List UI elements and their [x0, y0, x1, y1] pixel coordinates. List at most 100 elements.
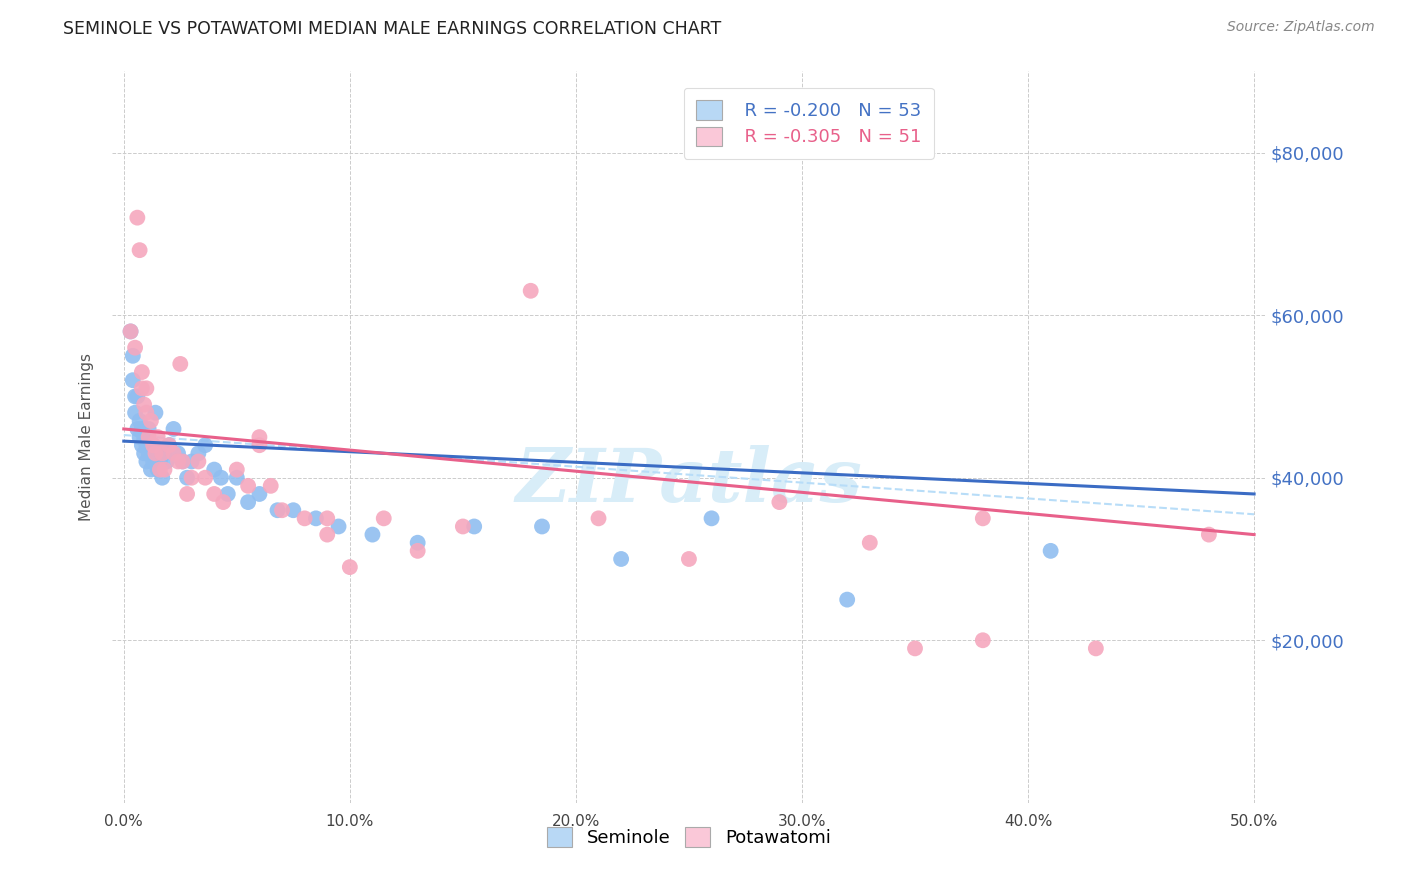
Point — [519, 284, 541, 298]
Point — [176, 487, 198, 501]
Point — [236, 495, 259, 509]
Point — [127, 422, 149, 436]
Point — [194, 471, 217, 485]
Point — [305, 511, 328, 525]
Point — [153, 446, 176, 460]
Point — [145, 406, 167, 420]
Point — [134, 446, 156, 460]
Point — [167, 446, 190, 460]
Point — [128, 430, 150, 444]
Point — [124, 341, 146, 355]
Point — [225, 471, 247, 485]
Point — [972, 511, 994, 525]
Point — [236, 479, 259, 493]
Point — [124, 389, 146, 403]
Text: ZIPatlas: ZIPatlas — [516, 445, 862, 517]
Point — [169, 357, 191, 371]
Point — [120, 325, 142, 339]
Point — [972, 633, 994, 648]
Point — [138, 430, 160, 444]
Point — [120, 325, 142, 339]
Point — [135, 438, 157, 452]
Point — [212, 495, 235, 509]
Point — [260, 479, 283, 493]
Point — [217, 487, 239, 501]
Point — [172, 454, 194, 468]
Point — [162, 422, 184, 436]
Point — [339, 560, 361, 574]
Point — [131, 422, 153, 436]
Point — [678, 552, 700, 566]
Point — [142, 438, 165, 452]
Text: Source: ZipAtlas.com: Source: ZipAtlas.com — [1227, 20, 1375, 34]
Point — [700, 511, 723, 525]
Point — [271, 503, 294, 517]
Point — [139, 414, 162, 428]
Point — [1084, 641, 1107, 656]
Legend: Seminole, Potawatomi: Seminole, Potawatomi — [538, 818, 839, 856]
Point — [837, 592, 859, 607]
Point — [187, 454, 209, 468]
Point — [134, 430, 156, 444]
Point — [131, 438, 153, 452]
Point — [162, 446, 184, 460]
Point — [121, 349, 143, 363]
Point — [859, 535, 882, 549]
Point — [153, 462, 176, 476]
Point — [145, 446, 167, 460]
Point — [1198, 527, 1220, 541]
Point — [225, 462, 247, 476]
Point — [135, 406, 157, 420]
Point — [142, 438, 165, 452]
Point — [451, 519, 474, 533]
Point — [328, 519, 350, 533]
Point — [150, 471, 173, 485]
Point — [131, 365, 153, 379]
Point — [463, 519, 485, 533]
Point — [768, 495, 790, 509]
Point — [530, 519, 553, 533]
Point — [294, 511, 316, 525]
Point — [135, 454, 157, 468]
Point — [180, 454, 202, 468]
Point — [202, 487, 225, 501]
Point — [146, 446, 169, 460]
Point — [135, 381, 157, 395]
Point — [157, 438, 180, 452]
Point — [134, 398, 156, 412]
Point — [361, 527, 384, 541]
Point — [128, 414, 150, 428]
Point — [139, 462, 162, 476]
Point — [283, 503, 305, 517]
Point — [149, 454, 172, 468]
Point — [180, 471, 202, 485]
Point — [121, 373, 143, 387]
Point — [316, 511, 339, 525]
Point — [202, 462, 225, 476]
Point — [588, 511, 610, 525]
Point — [176, 471, 198, 485]
Point — [131, 381, 153, 395]
Point — [128, 243, 150, 257]
Point — [1039, 544, 1062, 558]
Point — [249, 438, 271, 452]
Point — [406, 535, 429, 549]
Point — [142, 454, 165, 468]
Text: SEMINOLE VS POTAWATOMI MEDIAN MALE EARNINGS CORRELATION CHART: SEMINOLE VS POTAWATOMI MEDIAN MALE EARNI… — [63, 20, 721, 37]
Y-axis label: Median Male Earnings: Median Male Earnings — [79, 353, 94, 521]
Point — [172, 454, 194, 468]
Point — [146, 430, 169, 444]
Point — [138, 422, 160, 436]
Point — [157, 438, 180, 452]
Point — [266, 503, 288, 517]
Point — [610, 552, 633, 566]
Point — [194, 438, 217, 452]
Point — [373, 511, 395, 525]
Point — [156, 454, 179, 468]
Point — [146, 462, 169, 476]
Point — [316, 527, 339, 541]
Point — [149, 462, 172, 476]
Point — [904, 641, 927, 656]
Point — [150, 446, 173, 460]
Point — [127, 389, 149, 403]
